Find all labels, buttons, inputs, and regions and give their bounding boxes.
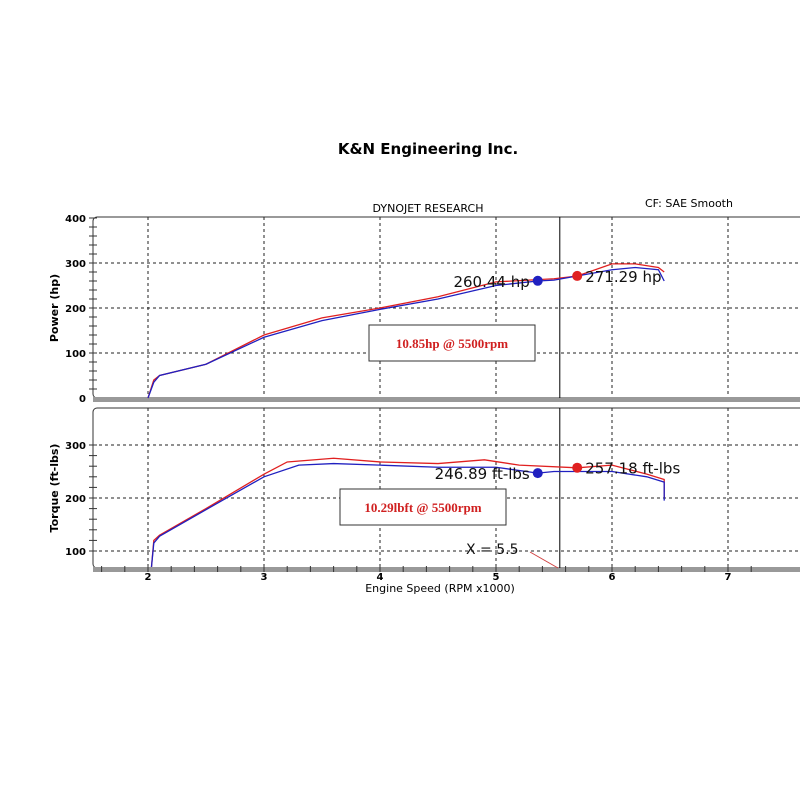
torque-y-tick-label: 300 bbox=[65, 441, 86, 452]
power-marker-after bbox=[572, 270, 583, 281]
power-marker-before bbox=[532, 275, 543, 286]
settings-text: CF: SAE Smooth bbox=[645, 197, 733, 210]
power-y-tick-label: 400 bbox=[65, 214, 86, 225]
company-title: K&N Engineering Inc. bbox=[338, 140, 518, 158]
torque-y-tick-label: 200 bbox=[65, 494, 86, 505]
torque-plot-frame bbox=[92, 407, 800, 569]
torque-series-after bbox=[150, 457, 665, 567]
power-y-tick-label: 100 bbox=[65, 349, 86, 360]
power-marker-label-after: 271.29 hp bbox=[585, 268, 661, 286]
x-tick-label: 3 bbox=[261, 572, 268, 583]
torque-marker-after bbox=[572, 462, 583, 473]
x-tick-label: 4 bbox=[377, 572, 384, 583]
torque-x-axis-bar bbox=[93, 567, 800, 572]
power-y-tick-label: 300 bbox=[65, 259, 86, 270]
x-tick-label: 5 bbox=[493, 572, 500, 583]
power-y-tick-label: 200 bbox=[65, 304, 86, 315]
power-axis-label: Power (hp) bbox=[48, 274, 61, 342]
cursor-pointer-line bbox=[529, 551, 559, 569]
power-y-tick-label: 0 bbox=[79, 394, 86, 405]
power-series-before bbox=[147, 266, 665, 399]
power-marker-label-before: 260.44 hp bbox=[453, 273, 529, 291]
power-x-axis-bar bbox=[93, 397, 800, 402]
torque-marker-label-after: 257.18 ft-lbs bbox=[585, 460, 680, 478]
torque-axis-label: Torque (ft-lbs) bbox=[48, 444, 61, 533]
x-tick-label: 6 bbox=[609, 572, 616, 583]
x-tick-label: 2 bbox=[145, 572, 152, 583]
torque-gain-box bbox=[339, 488, 507, 526]
torque-marker-label-before: 246.89 ft-lbs bbox=[435, 465, 530, 483]
torque-y-tick-label: 100 bbox=[65, 547, 86, 558]
power-gain-box bbox=[368, 324, 536, 362]
torque-gain-text: 10.29lbft @ 5500rpm bbox=[364, 500, 481, 515]
torque-marker-before bbox=[532, 468, 543, 479]
torque-series-before bbox=[150, 462, 665, 567]
x-axis-label: Engine Speed (RPM x1000) bbox=[365, 582, 515, 595]
power-gain-text: 10.85hp @ 5500rpm bbox=[396, 336, 508, 351]
cursor-readout: X = 5.5 bbox=[466, 542, 519, 558]
chart-header: DYNOJET RESEARCH bbox=[373, 202, 484, 215]
x-tick-label: 7 bbox=[725, 572, 732, 583]
